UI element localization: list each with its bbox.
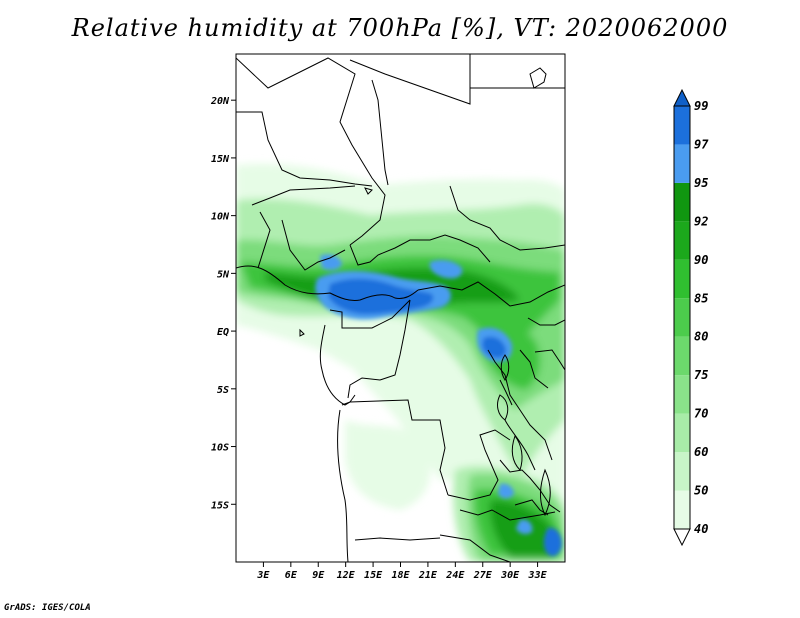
map-title: Relative humidity at 700hPa [%], VT: 202…	[71, 14, 729, 42]
colorbar-box	[674, 413, 690, 453]
colorbar-box	[674, 490, 690, 529]
colorbar-label: 75	[694, 368, 708, 382]
lat-tick-label: 5S	[217, 385, 229, 396]
lon-tick-label: 24E	[445, 570, 465, 581]
colorbar-label: 90	[694, 253, 708, 267]
credit-text: GrADS: IGES/COLA	[4, 603, 91, 613]
colorbar-lower-arrow	[673, 528, 691, 547]
lon-tick-label: 15E	[364, 570, 383, 581]
lat-tick-label: 10S	[211, 443, 229, 454]
lat-tick-label: 15S	[211, 500, 229, 511]
colorbar-label: 70	[694, 407, 708, 421]
colorbar-label: 99	[694, 99, 708, 113]
lat-tick-label: 20N	[210, 96, 230, 107]
lat-tick-label: 15N	[211, 154, 230, 165]
colorbar-frame	[673, 105, 691, 530]
humidity-field	[236, 163, 565, 562]
colorbar-box	[674, 298, 690, 337]
colorbar-label: 92	[694, 214, 708, 228]
colorbar-box	[674, 106, 690, 145]
colorbar-label: 60	[694, 445, 708, 459]
lakes	[299, 67, 551, 517]
colorbar-box	[674, 336, 690, 376]
colorbar-box	[674, 182, 690, 222]
colorbar-box	[674, 452, 690, 491]
colorbar-label: 97	[694, 137, 709, 151]
lon-tick-label: 6E	[285, 570, 298, 581]
colorbar-box	[674, 375, 690, 414]
colorbar-box	[674, 144, 690, 183]
colorbar-label: 80	[694, 330, 708, 344]
lat-tick-label: EQ	[217, 327, 229, 338]
colorbar-box	[674, 221, 690, 260]
lon-tick-label: 12E	[337, 570, 356, 581]
colorbar: 40 50 60 70 75 80 85 90 92 95 97 99	[673, 88, 709, 547]
lon-tick-label: 9E	[312, 570, 325, 581]
longitude-axis: 3E 6E 9E 12E 15E 18E 21E 24E 27E 30E 33E	[256, 562, 548, 581]
colorbar-upper-arrow	[673, 88, 691, 107]
lat-tick-label: 10N	[211, 212, 230, 223]
colorbar-label: 95	[694, 176, 708, 190]
lon-tick-label: 30E	[500, 570, 520, 581]
colorbar-label: 50	[694, 484, 708, 498]
colorbar-label: 40	[694, 522, 708, 536]
lon-tick-label: 21E	[418, 570, 438, 581]
lon-tick-label: 33E	[528, 570, 548, 581]
lon-tick-label: 3E	[256, 570, 270, 581]
country-borders	[236, 54, 565, 562]
colorbar-box	[674, 259, 690, 299]
lat-tick-label: 5N	[217, 269, 230, 280]
colorbar-label: 85	[694, 291, 708, 305]
latitude-axis: 20N 15N 10N 5N EQ 5S 10S 15S	[210, 96, 236, 511]
lon-tick-label: 18E	[391, 570, 410, 581]
lon-tick-label: 27E	[473, 570, 493, 581]
